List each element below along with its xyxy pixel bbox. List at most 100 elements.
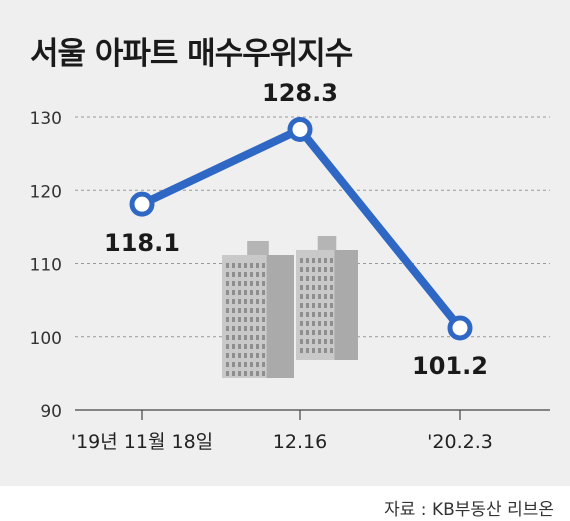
building-window (324, 285, 327, 290)
building-window (318, 276, 321, 281)
building-window (250, 299, 253, 304)
building-window (256, 335, 259, 340)
building-window (250, 371, 253, 376)
series-line (129, 116, 473, 341)
x-tick-label: '20.2.3 (427, 431, 493, 453)
gridlines (75, 116, 550, 411)
building-window (238, 371, 241, 376)
building-window (226, 272, 229, 277)
building-window (256, 362, 259, 367)
building-window (232, 317, 235, 322)
building-window (244, 362, 247, 367)
building-window (250, 281, 253, 286)
building-window (256, 353, 259, 358)
y-axis-ticks: 90 100 110 120 130 (30, 109, 62, 422)
building-window (300, 303, 303, 308)
building-window (244, 335, 247, 340)
data-point-marker (129, 191, 155, 217)
building-window (238, 326, 241, 331)
building-window (244, 344, 247, 349)
building-window (312, 294, 315, 299)
building-window (306, 267, 309, 272)
building-window (232, 353, 235, 358)
apartment-buildings-illustration (222, 236, 358, 378)
building-window (226, 299, 229, 304)
building-window (300, 258, 303, 263)
building-window (238, 317, 241, 322)
building-window (238, 344, 241, 349)
building-window (250, 317, 253, 322)
y-tick-label: 110 (30, 256, 62, 276)
building-window (330, 339, 333, 344)
building-window (244, 299, 247, 304)
building-window (256, 371, 259, 376)
building-window (250, 326, 253, 331)
building-window (244, 371, 247, 376)
building-side (266, 255, 294, 378)
building-window (226, 281, 229, 286)
building-window (300, 267, 303, 272)
building-window (306, 339, 309, 344)
building-window (312, 348, 315, 353)
building-window (300, 339, 303, 344)
building-window (250, 335, 253, 340)
building-window (312, 258, 315, 263)
building-window (312, 276, 315, 281)
building-window (250, 263, 253, 268)
building-window (238, 308, 241, 313)
building-window (256, 308, 259, 313)
building-window (226, 326, 229, 331)
building-window (238, 362, 241, 367)
building-window (330, 276, 333, 281)
building-window (232, 299, 235, 304)
building-window (324, 276, 327, 281)
building-window (318, 312, 321, 317)
building-window (318, 267, 321, 272)
data-point-marker (287, 116, 313, 142)
building-window (300, 276, 303, 281)
building-window (318, 330, 321, 335)
building-window (306, 312, 309, 317)
data-label: 101.2 (412, 352, 488, 380)
building-window (232, 326, 235, 331)
data-label: 128.3 (262, 79, 338, 107)
building-window (244, 263, 247, 268)
building-window (306, 303, 309, 308)
building-window (306, 276, 309, 281)
building-window (226, 308, 229, 313)
building-window (300, 321, 303, 326)
x-axis-ticks: '19년 11월 18일 12.16 '20.2.3 (71, 410, 493, 453)
building-window (318, 294, 321, 299)
building-window (324, 267, 327, 272)
data-labels: 118.1 128.3 101.2 (104, 79, 488, 380)
building-window (330, 321, 333, 326)
building-window (330, 285, 333, 290)
building-window (238, 299, 241, 304)
building-window (262, 290, 265, 295)
chart-title: 서울 아파트 매수우위지수 (30, 36, 353, 72)
building-window (232, 362, 235, 367)
building-roof (247, 241, 269, 255)
building-window (318, 339, 321, 344)
building-window (262, 344, 265, 349)
building-window (244, 290, 247, 295)
data-label: 118.1 (104, 229, 180, 257)
building (222, 241, 294, 378)
building-window (250, 353, 253, 358)
building-window (262, 371, 265, 376)
building-window (306, 294, 309, 299)
building-window (262, 335, 265, 340)
building-window (256, 299, 259, 304)
building-window (324, 330, 327, 335)
building-window (244, 317, 247, 322)
building-window (256, 344, 259, 349)
building-window (238, 281, 241, 286)
building-side (334, 250, 358, 360)
building-window (262, 353, 265, 358)
building-window (232, 263, 235, 268)
building-window (324, 321, 327, 326)
building-window (244, 281, 247, 286)
building-window (324, 312, 327, 317)
